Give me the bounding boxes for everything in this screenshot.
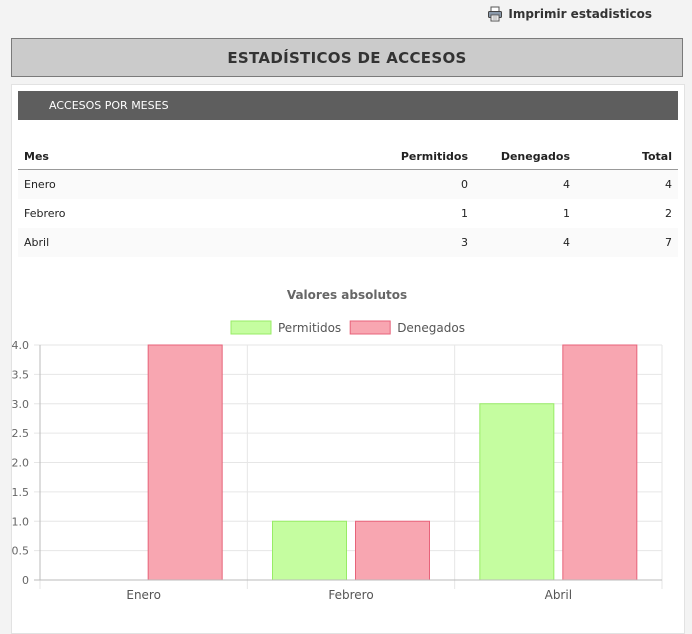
bar-denegados-abril bbox=[562, 344, 638, 581]
y-tick-label: 1.0 bbox=[12, 515, 30, 528]
legend-label: Permitidos bbox=[278, 321, 341, 335]
cell-denied: 4 bbox=[474, 169, 576, 199]
cell-total: 7 bbox=[576, 228, 678, 257]
cell-allowed: 0 bbox=[372, 169, 474, 199]
section-title: ACCESOS POR MESES bbox=[49, 99, 169, 112]
y-tick-label: 3.5 bbox=[12, 368, 30, 381]
legend-label: Denegados bbox=[397, 321, 465, 335]
chart-title: Valores absolutos bbox=[287, 288, 407, 302]
x-tick-label: Febrero bbox=[328, 588, 373, 602]
chart-legend: Permitidos Denegados bbox=[230, 320, 465, 335]
bar-permitidos-abril bbox=[479, 403, 555, 581]
chart-grid bbox=[34, 344, 663, 589]
table-row: Enero 0 4 4 bbox=[18, 169, 678, 199]
print-stats-link[interactable]: Imprimir estadisticos bbox=[487, 6, 652, 22]
months-table: Mes Permitidos Denegados Total Enero 0 4… bbox=[18, 143, 678, 257]
x-tick-label: Abril bbox=[545, 588, 572, 602]
cell-denied: 4 bbox=[474, 228, 576, 257]
cell-denied: 1 bbox=[474, 199, 576, 228]
y-tick-label: 0 bbox=[22, 574, 29, 587]
cell-month: Abril bbox=[18, 228, 372, 257]
cell-allowed: 1 bbox=[372, 199, 474, 228]
page-title: ESTADÍSTICOS DE ACCESOS bbox=[11, 38, 683, 77]
section-header: ACCESOS POR MESES bbox=[18, 91, 678, 120]
top-bar: Imprimir estadisticos bbox=[0, 0, 692, 30]
bar-denegados-febrero bbox=[355, 520, 430, 581]
cell-total: 2 bbox=[576, 199, 678, 228]
y-tick-label: 2.0 bbox=[12, 457, 30, 470]
col-header-month: Mes bbox=[18, 143, 372, 170]
print-label: Imprimir estadisticos bbox=[508, 7, 652, 21]
y-tick-label: 4.0 bbox=[12, 339, 30, 352]
table-header-row: Mes Permitidos Denegados Total bbox=[18, 143, 678, 170]
cell-total: 4 bbox=[576, 169, 678, 199]
table-row: Febrero 1 1 2 bbox=[18, 199, 678, 228]
y-tick-label: 1.5 bbox=[12, 486, 30, 499]
col-header-total: Total bbox=[576, 143, 678, 170]
printer-icon bbox=[487, 6, 503, 22]
y-tick-label: 0.5 bbox=[12, 545, 30, 558]
col-header-denied: Denegados bbox=[474, 143, 576, 170]
y-tick-label: 2.5 bbox=[12, 427, 30, 440]
y-tick-label: 3.0 bbox=[12, 398, 30, 411]
legend-swatch bbox=[349, 320, 391, 335]
bar-denegados-enero bbox=[147, 344, 223, 581]
cell-allowed: 3 bbox=[372, 228, 474, 257]
bar-permitidos-febrero bbox=[272, 520, 347, 581]
cell-month: Enero bbox=[18, 169, 372, 199]
chart-axes: 0 0.5 1.0 1.5 2.0 2.5 3.0 3.5 4.0 Enero Febrero Abr… bbox=[12, 339, 662, 602]
cell-month: Febrero bbox=[18, 199, 372, 228]
table-row: Abril 3 4 7 bbox=[18, 228, 678, 257]
legend-swatch bbox=[230, 320, 272, 335]
x-tick-label: Enero bbox=[126, 588, 161, 602]
col-header-allowed: Permitidos bbox=[372, 143, 474, 170]
